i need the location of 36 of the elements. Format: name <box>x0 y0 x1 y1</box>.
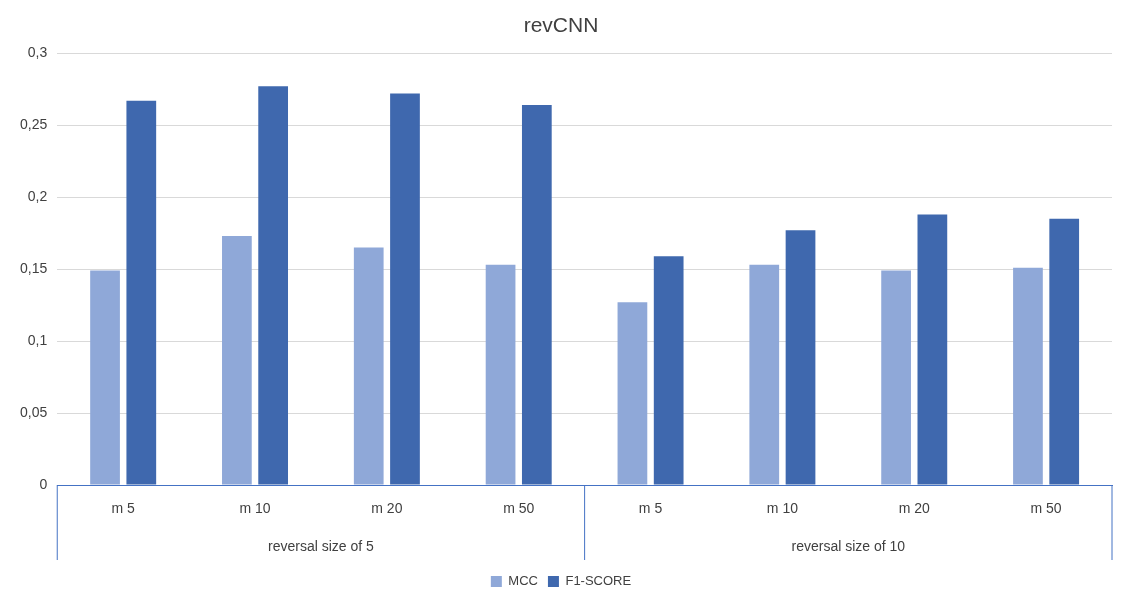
x-tick-label: m 5 <box>111 500 136 517</box>
y-tick-label: 0 <box>39 475 48 492</box>
bar <box>785 230 816 485</box>
bar <box>353 247 384 485</box>
y-tick-label: 0,1 <box>27 331 48 348</box>
y-tick-label: 0,2 <box>27 187 48 204</box>
y-tick-label: 0,3 <box>27 44 48 61</box>
legend-label: MCC <box>508 573 538 589</box>
chart-title: revCNN <box>523 13 599 37</box>
x-tick-label: m 10 <box>239 500 271 517</box>
bar <box>521 105 552 485</box>
x-tick-label: m 10 <box>766 500 799 517</box>
x-tick-label: m 50 <box>1030 500 1062 517</box>
legend-label: F1-SCORE <box>565 573 632 589</box>
y-tick-label: 0,05 <box>20 403 48 420</box>
bar <box>1049 218 1080 485</box>
y-tick-label: 0,15 <box>20 259 48 276</box>
x-tick-label: m 20 <box>898 500 931 517</box>
text: reversal size of 5 <box>268 537 375 554</box>
x-tick-label: m 20 <box>371 500 403 517</box>
bar <box>653 256 684 485</box>
bar <box>390 93 420 485</box>
x-tick-label: m 5 <box>638 500 663 517</box>
bar <box>258 86 289 485</box>
bar <box>881 270 911 485</box>
bar <box>485 264 516 485</box>
bar <box>1013 267 1043 485</box>
y-tick-label: 0,25 <box>20 116 48 133</box>
bar <box>126 100 157 485</box>
bar <box>749 264 780 485</box>
x-tick-label: m 50 <box>503 500 535 517</box>
bar <box>617 302 648 485</box>
bar <box>222 236 252 485</box>
bar <box>917 214 948 485</box>
text: reversal size of 10 <box>791 537 906 554</box>
bar <box>90 270 120 485</box>
